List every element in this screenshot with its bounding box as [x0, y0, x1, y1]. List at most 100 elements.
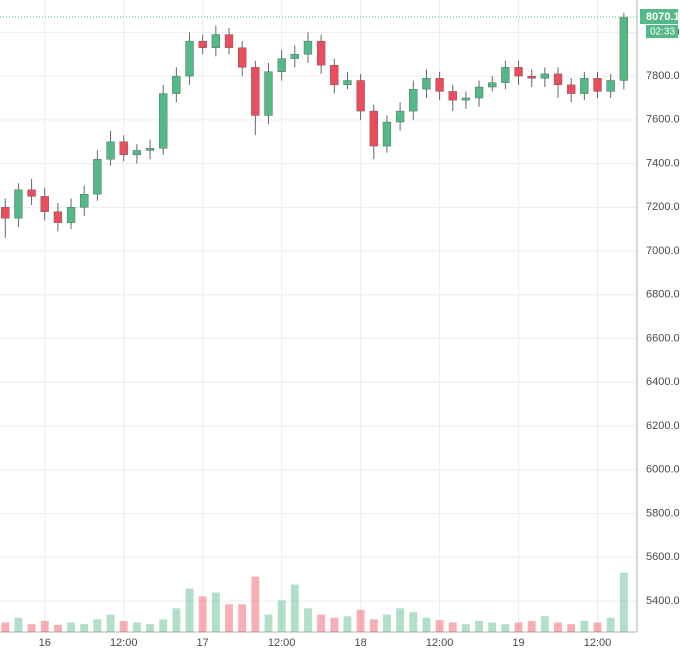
volume-bar	[540, 616, 549, 632]
candle-body	[343, 80, 352, 86]
candle-body	[80, 193, 89, 208]
candle-body	[356, 80, 365, 112]
volume-bar	[93, 619, 102, 632]
y-tick-label: 6600.0	[646, 332, 680, 344]
candle-body	[369, 110, 378, 147]
volume-bar	[501, 624, 510, 632]
candle-body	[514, 67, 523, 77]
y-tick-label: 6800.0	[646, 289, 680, 301]
volume-bar	[132, 622, 141, 632]
volume-bar	[475, 620, 484, 632]
candle-body	[119, 141, 128, 156]
last-price-box	[640, 9, 678, 25]
x-tick-label: 12:00	[426, 637, 454, 649]
candle-body	[172, 75, 181, 94]
candle-body	[27, 189, 36, 197]
candle-body	[488, 82, 497, 88]
candle-body	[14, 189, 23, 219]
volume-bar	[317, 614, 326, 632]
volume-bar	[488, 622, 497, 632]
volume-bar	[159, 619, 168, 632]
candle-body	[540, 73, 550, 79]
candle-body	[382, 121, 392, 147]
volume-bar	[435, 620, 444, 632]
candle-body	[224, 34, 234, 48]
y-tick-label: 7400.0	[646, 157, 680, 169]
volume-bar	[238, 604, 247, 632]
y-tick-label: 6400.0	[646, 376, 680, 388]
candle-body	[251, 67, 260, 116]
y-tick-label: 5600.0	[646, 551, 680, 563]
candle-body	[106, 141, 115, 160]
volume-bar	[527, 620, 536, 632]
volume-bar	[119, 620, 128, 632]
candle-body	[93, 159, 102, 195]
candle-body	[606, 80, 615, 92]
volume-bar	[225, 604, 233, 632]
y-tick-label: 6200.0	[646, 420, 680, 432]
volume-bar	[606, 617, 615, 632]
candle-body	[185, 40, 194, 77]
volume-bar	[53, 624, 62, 632]
volume-bar	[514, 622, 523, 632]
volume-bar	[211, 592, 220, 632]
volume-bar	[619, 572, 628, 632]
y-tick-label: 5800.0	[646, 507, 680, 519]
volume-bar	[290, 584, 299, 632]
candle-body	[501, 67, 510, 83]
volume-bar	[580, 620, 589, 632]
volume-bar	[40, 620, 49, 632]
last-price-label: 8070.1	[646, 11, 680, 23]
candle-body	[198, 40, 207, 48]
x-tick-label: 17	[197, 637, 209, 649]
candle-body	[145, 148, 155, 151]
volume-bar	[422, 617, 431, 632]
x-tick-label: 12:00	[110, 637, 138, 649]
volume-bar	[106, 614, 115, 632]
volume-bar	[1, 622, 10, 632]
volume-bar	[593, 622, 602, 632]
candle-body	[461, 97, 471, 101]
volume-bar	[27, 624, 36, 632]
volume-bar	[146, 624, 154, 632]
volume-bar	[67, 622, 76, 632]
y-tick-label: 7800.0	[646, 70, 680, 82]
y-tick-label: 7200.0	[646, 201, 680, 213]
volume-bar	[304, 608, 312, 632]
candle-body	[553, 73, 563, 86]
volume-bar	[448, 622, 457, 632]
candle-body	[264, 71, 273, 116]
candle-body	[40, 196, 49, 212]
candle-body	[593, 78, 602, 92]
candle-body	[159, 93, 168, 149]
y-tick-label: 7000.0	[646, 245, 680, 257]
candle-body	[580, 78, 589, 94]
volume-bar	[185, 588, 194, 632]
candle-body	[66, 207, 76, 223]
candle-body	[619, 16, 628, 81]
volume-bar	[396, 608, 405, 632]
volume-bar	[554, 622, 562, 632]
volume-bar	[567, 624, 576, 632]
candle-body	[1, 207, 10, 219]
y-tick-label: 5400.0	[646, 595, 680, 607]
y-tick-label: 7600.0	[646, 114, 680, 126]
candle-body	[527, 75, 536, 79]
candle-body	[277, 58, 286, 72]
candle-body	[422, 78, 431, 90]
candle-body	[567, 84, 576, 94]
y-tick-label: 6000.0	[646, 464, 680, 476]
candle-body	[330, 64, 339, 86]
volume-bar	[251, 576, 260, 632]
candle-body	[409, 89, 418, 112]
volume-bar	[14, 617, 23, 632]
x-tick-label: 19	[512, 637, 524, 649]
candle-body	[435, 78, 444, 92]
candle-body	[238, 47, 247, 68]
volume-bar	[330, 617, 339, 632]
volume-bar	[264, 614, 273, 632]
volume-bar	[80, 624, 89, 632]
candle-body	[395, 110, 405, 123]
countdown-box	[646, 25, 678, 39]
